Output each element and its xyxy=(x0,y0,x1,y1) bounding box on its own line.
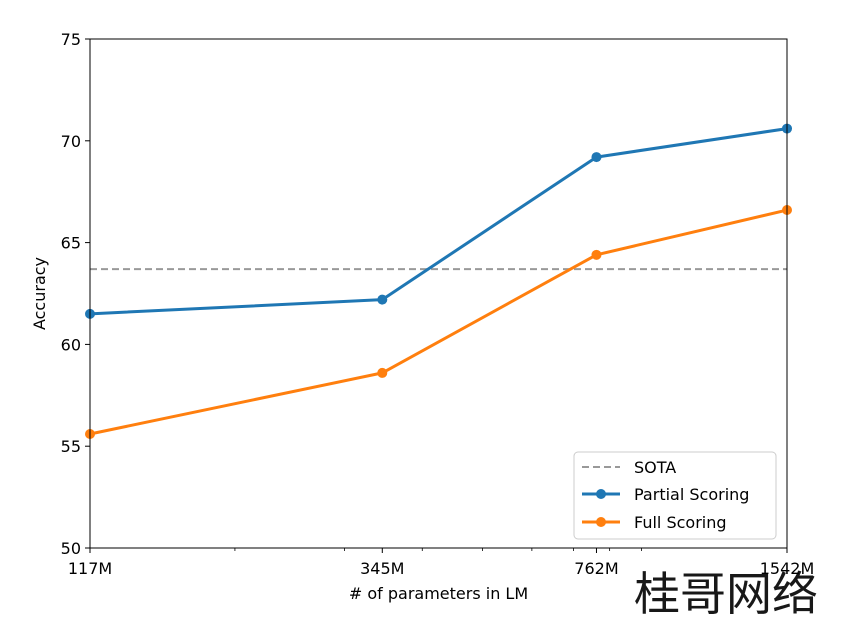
y-tick-label-65: 65 xyxy=(61,234,81,253)
watermark: 桂哥网络 xyxy=(634,567,818,621)
y-axis-ticks: 50 55 60 65 70 75 xyxy=(61,30,90,558)
x-tick-label-1: 345M xyxy=(360,559,404,578)
partial-scoring-line xyxy=(89,127,788,316)
x-tick-label-0: 117M xyxy=(68,559,112,578)
series-layer xyxy=(85,123,792,439)
y-tick-label-55: 55 xyxy=(61,437,81,456)
legend-full-scoring-marker xyxy=(596,517,606,527)
x-tick-label-3: 1542M xyxy=(760,559,815,578)
partial-scoring-point xyxy=(377,294,388,305)
x-axis-label: # of parameters in LM xyxy=(349,584,528,603)
x-tick-label-2: 762M xyxy=(574,559,618,578)
legend-partial-scoring-label: Partial Scoring xyxy=(634,485,749,504)
y-tick-label-70: 70 xyxy=(61,132,81,151)
y-tick-label-60: 60 xyxy=(61,335,81,354)
full-scoring-point xyxy=(377,367,388,378)
plot-frame xyxy=(89,38,788,549)
legend-full-scoring-label: Full Scoring xyxy=(634,513,727,532)
legend-box xyxy=(573,451,777,540)
legend: SOTA Partial Scoring Full Scoring xyxy=(573,451,777,540)
y-axis-label: Accuracy xyxy=(30,257,49,330)
y-tick-label-50: 50 xyxy=(61,539,81,558)
full-scoring-line xyxy=(89,208,788,436)
x-axis-ticks: 117M 345M 762M 1542M xyxy=(68,548,814,578)
partial-scoring-point xyxy=(591,152,602,163)
legend-sota-label: SOTA xyxy=(634,458,676,477)
legend-partial-scoring-marker xyxy=(596,489,606,499)
y-tick-label-75: 75 xyxy=(61,30,81,49)
full-scoring-point xyxy=(591,249,602,260)
